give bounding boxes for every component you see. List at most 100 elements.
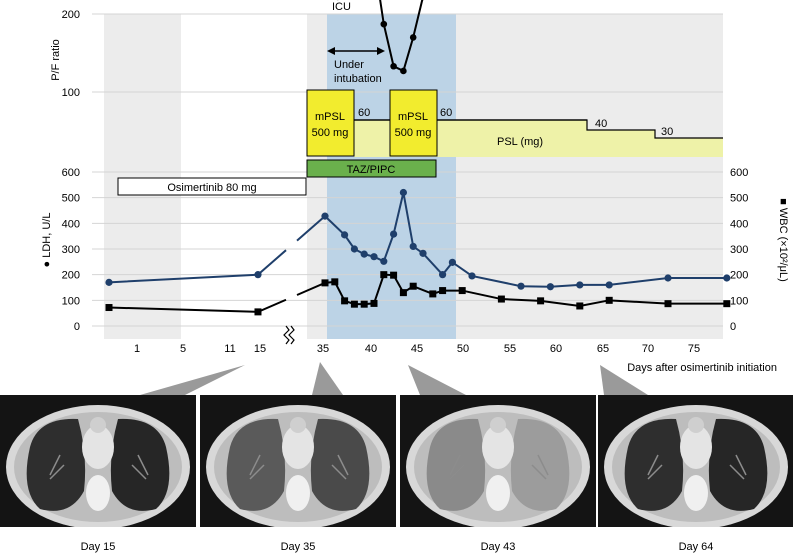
- wbc-point: [409, 282, 417, 290]
- ct-image-day15: [0, 395, 196, 527]
- leader-day43: [408, 365, 466, 395]
- ct-image-day43: [400, 395, 596, 527]
- intubation-arrow-right-head: [377, 47, 385, 55]
- wbc-tick-label: 0: [730, 321, 736, 333]
- tazpipc-label: TAZ/PIPC: [347, 164, 396, 176]
- ldh-point: [664, 274, 672, 282]
- wbc-point: [458, 287, 466, 295]
- wbc-point: [380, 271, 388, 279]
- ct-image-day35: [200, 395, 396, 527]
- series-layer: [105, 0, 731, 316]
- pf-ratio-point: [390, 62, 397, 70]
- ldh-point: [399, 188, 407, 197]
- ldh-point: [254, 271, 262, 279]
- x-tick-label: 1: [134, 343, 140, 355]
- wbc-axis-ticks: 0 100 200 300 400 500 600: [730, 167, 748, 333]
- clinical-course-chart: mPSL 500 mg mPSL 500 mg 60 60 40 30 PSL …: [41, 0, 789, 395]
- ldh-point: [409, 242, 417, 251]
- wbc-tick-label: 100: [730, 295, 748, 307]
- axis-break-marks: [283, 325, 295, 345]
- leader-day64: [600, 365, 648, 395]
- ldh-point: [517, 282, 525, 290]
- x-tick-label: 60: [550, 343, 562, 355]
- ldh-point: [576, 281, 584, 289]
- mpsl-1-line2: 500 mg: [312, 127, 349, 139]
- ldh-tick-label: 100: [62, 295, 80, 307]
- ldh-point: [439, 271, 447, 279]
- wbc-point: [664, 300, 672, 308]
- pf-axis-title: P/F ratio: [50, 39, 62, 81]
- intubation-label-line2: intubation: [334, 73, 382, 85]
- wbc-point: [370, 299, 378, 307]
- ldh-tick-label: 0: [74, 321, 80, 333]
- ct-scan-illustration: [400, 395, 596, 527]
- ldh-point: [360, 250, 368, 258]
- mpsl-box-2: [389, 89, 438, 157]
- mpsl-box-1: [306, 89, 355, 157]
- pf-ratio-point: [409, 34, 417, 41]
- x-tick-label: 40: [365, 343, 377, 355]
- pf-ratio-point: [400, 67, 407, 75]
- psl-dose-3: 40: [595, 118, 607, 130]
- wbc-point: [439, 287, 447, 295]
- wbc-point: [497, 295, 505, 303]
- wbc-point: [360, 300, 368, 308]
- wbc-point: [429, 290, 437, 298]
- ldh-point: [468, 272, 476, 280]
- leader-day35: [312, 362, 343, 395]
- ldh-tick-label: 300: [62, 244, 80, 256]
- wbc-point: [399, 289, 407, 297]
- wbc-tick-label: 600: [730, 167, 748, 179]
- ct-caption-day64: Day 64: [678, 541, 714, 553]
- wbc-point: [576, 302, 584, 310]
- ct-caption-day43: Day 43: [480, 541, 516, 553]
- wbc-point: [331, 278, 339, 286]
- x-axis-ticks: 1 5 11 15 35 40 45 50 55 60 65 70 75: [134, 343, 700, 355]
- ct-caption-day35: Day 35: [280, 541, 316, 553]
- leader-day15: [140, 365, 245, 395]
- ldh-tick-label: 600: [62, 167, 80, 179]
- wbc-point: [723, 300, 731, 308]
- wbc-tick-label: 400: [730, 218, 748, 230]
- ldh-tick-label: 500: [62, 193, 80, 205]
- pf-ratio-point: [380, 20, 388, 28]
- ldh-point: [723, 274, 731, 282]
- ldh-point: [105, 278, 113, 286]
- mpsl-1-line1: mPSL: [315, 111, 345, 123]
- x-axis-title: Days after osimertinib initiation: [627, 362, 777, 374]
- ldh-point: [546, 283, 555, 291]
- ldh-point: [605, 281, 613, 289]
- psl-label: PSL (mg): [497, 136, 543, 148]
- x-tick-label: 50: [457, 343, 469, 355]
- x-tick-label: 45: [411, 343, 423, 355]
- psl-dose-1: 60: [358, 107, 370, 119]
- ldh-point: [341, 231, 349, 239]
- wbc-point: [605, 296, 613, 304]
- x-tick-label: 55: [504, 343, 516, 355]
- wbc-point: [390, 271, 398, 279]
- wbc-axis-title: ■ WBC (×10²/μL): [777, 198, 789, 282]
- wbc-point: [341, 297, 349, 305]
- wbc-point: [105, 304, 113, 312]
- wbc-point: [350, 300, 358, 308]
- ct-scan-illustration: [0, 395, 196, 527]
- x-tick-label: 11: [224, 343, 235, 355]
- x-tick-label: 15: [254, 343, 266, 355]
- x-tick-label: 35: [317, 343, 329, 355]
- psl-dose-4: 30: [661, 126, 673, 138]
- tazpipc-bar: [306, 159, 437, 178]
- icu-label: ICU: [332, 1, 351, 13]
- wbc-tick-label: 200: [730, 270, 748, 282]
- ldh-axis-title: ● LDH, U/L: [41, 213, 53, 268]
- intubation-label-line1: Under: [334, 59, 364, 71]
- mpsl-2-line2: 500 mg: [395, 127, 432, 139]
- ldh-tick-label: 400: [62, 218, 80, 230]
- ldh-point: [370, 253, 378, 261]
- x-tick-label: 70: [642, 343, 654, 355]
- wbc-point: [537, 297, 545, 305]
- wbc-point: [321, 279, 329, 287]
- x-tick-label: 5: [180, 343, 186, 355]
- ldh-point: [380, 257, 388, 265]
- pf-tick-label: 100: [62, 87, 80, 99]
